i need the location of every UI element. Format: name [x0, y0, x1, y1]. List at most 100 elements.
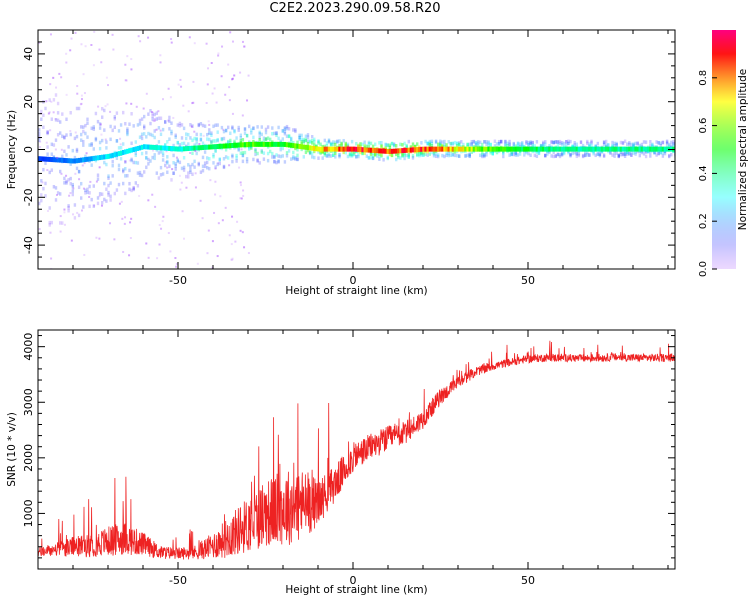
- spectrogram-cell: [164, 145, 167, 151]
- spectrogram-cell: [120, 200, 123, 203]
- spectrogram-cell: [329, 146, 333, 152]
- spectrogram-cell: [437, 154, 440, 159]
- spectrogram-cell: [439, 139, 442, 144]
- spectrogram-cell: [201, 145, 205, 151]
- spectrogram-cell: [241, 159, 245, 164]
- spectrogram-cell: [94, 138, 98, 142]
- spectrogram-cell: [353, 150, 356, 155]
- spectrogram-cell: [52, 155, 56, 159]
- spectrogram-cell: [332, 140, 335, 144]
- spectrogram-cell: [621, 152, 625, 156]
- spectrogram-cell: [594, 144, 597, 149]
- spectrogram-cell: [230, 258, 233, 261]
- spectrogram-cell: [443, 146, 446, 152]
- spectrogram-cell: [468, 154, 471, 159]
- spectrogram-cell: [628, 146, 631, 152]
- spectrogram-cell: [220, 125, 224, 130]
- spectrogram-cell: [86, 121, 89, 125]
- spectrogram-cell: [106, 103, 109, 106]
- spectrogram-cell: [191, 138, 194, 143]
- spectrogram-cell: [132, 186, 135, 190]
- spectrogram-cell: [180, 166, 184, 171]
- spectrogram-cell: [581, 154, 585, 159]
- spectrogram-cell: [665, 146, 669, 152]
- spectrogram-cell: [321, 146, 324, 152]
- spectrogram-cell: [275, 141, 278, 147]
- spectrogram-cell: [621, 146, 625, 152]
- spectrogram-cell: [563, 146, 566, 152]
- spectrogram-cell: [491, 146, 494, 152]
- spectrogram-cell: [329, 142, 333, 147]
- spectrogram-cell: [434, 152, 438, 156]
- spectrogram-cell: [602, 140, 606, 144]
- spectrogram-cell: [105, 162, 108, 167]
- spectrogram-cell: [670, 144, 673, 148]
- spectrogram-cell: [533, 153, 536, 158]
- x-tick-label: 0: [350, 274, 357, 287]
- spectrogram-cell: [428, 141, 431, 146]
- spectrogram-cell: [535, 150, 539, 154]
- spectrogram-cell: [203, 150, 207, 154]
- spectrogram-cell: [369, 141, 373, 146]
- spectrogram-cell: [174, 162, 177, 166]
- spectrogram-cell: [384, 143, 387, 147]
- spectrogram-cell: [636, 142, 639, 146]
- spectrogram-cell: [239, 71, 242, 74]
- spectrogram-cell: [77, 169, 81, 174]
- spectrogram-cell: [143, 114, 146, 119]
- spectrogram-cell: [46, 145, 49, 149]
- spectrogram-cell: [405, 153, 408, 158]
- spectrogram-cell: [615, 141, 618, 146]
- spectrogram-cell: [145, 92, 148, 95]
- spectrogram-cell: [107, 176, 110, 180]
- spectrogram-cell: [122, 169, 125, 174]
- spectrogram-cell: [632, 144, 635, 149]
- spectrogram-cell: [239, 184, 242, 187]
- spectrogram-cell: [88, 204, 91, 209]
- spectrogram-cell: [468, 146, 471, 152]
- spectrogram-cell: [208, 157, 211, 161]
- spectrogram-cell: [628, 142, 631, 147]
- spectrogram-cell: [231, 154, 234, 159]
- spectrogram-cell: [220, 137, 224, 141]
- spectrogram-cell: [187, 142, 190, 146]
- spectrogram-cell: [218, 157, 221, 161]
- spectrogram-cell: [285, 151, 289, 155]
- spectrogram-cell: [479, 140, 482, 145]
- spectrogram-cell: [88, 184, 91, 189]
- spectrogram-cell: [661, 140, 665, 145]
- spectrogram-cell: [659, 151, 662, 155]
- spectrogram-cell: [514, 144, 518, 148]
- spectrogram-cell: [182, 146, 186, 152]
- spectrogram-cell: [67, 205, 70, 210]
- spectrogram-cell: [380, 144, 383, 148]
- spectrogram-cell: [329, 141, 333, 146]
- spectrogram-cell: [233, 139, 236, 144]
- spectrogram-cell: [147, 162, 150, 166]
- spectrogram-cell: [132, 124, 135, 128]
- spectrogram-cell: [466, 144, 469, 149]
- spectrogram-cell: [537, 151, 541, 155]
- spectrogram-cell: [556, 143, 560, 147]
- spectrogram-cell: [361, 147, 364, 153]
- spectrogram-cell: [240, 197, 243, 200]
- spectrogram-cell: [48, 98, 51, 102]
- spectrogram-cell: [292, 150, 295, 155]
- spectrogram-cell: [464, 146, 467, 152]
- spectrogram-cell: [462, 146, 465, 152]
- spectrogram-cell: [143, 126, 146, 130]
- spectrogram-cell: [56, 101, 60, 106]
- spectrogram-cell: [584, 146, 587, 152]
- spectrogram-cell: [201, 164, 205, 169]
- spectrogram-cell: [294, 128, 297, 132]
- spectrogram-cell: [539, 146, 543, 152]
- spectrogram-cell: [246, 99, 249, 102]
- spectrogram-cell: [447, 140, 450, 144]
- spectrogram-cell: [565, 146, 568, 152]
- spectrogram-cell: [205, 42, 208, 45]
- spectrogram-cell: [260, 150, 263, 154]
- spectrogram-cell: [262, 136, 266, 140]
- spectrogram-cell: [239, 133, 242, 138]
- spectrogram-cell: [487, 146, 490, 152]
- spectrogram-cell: [241, 153, 245, 158]
